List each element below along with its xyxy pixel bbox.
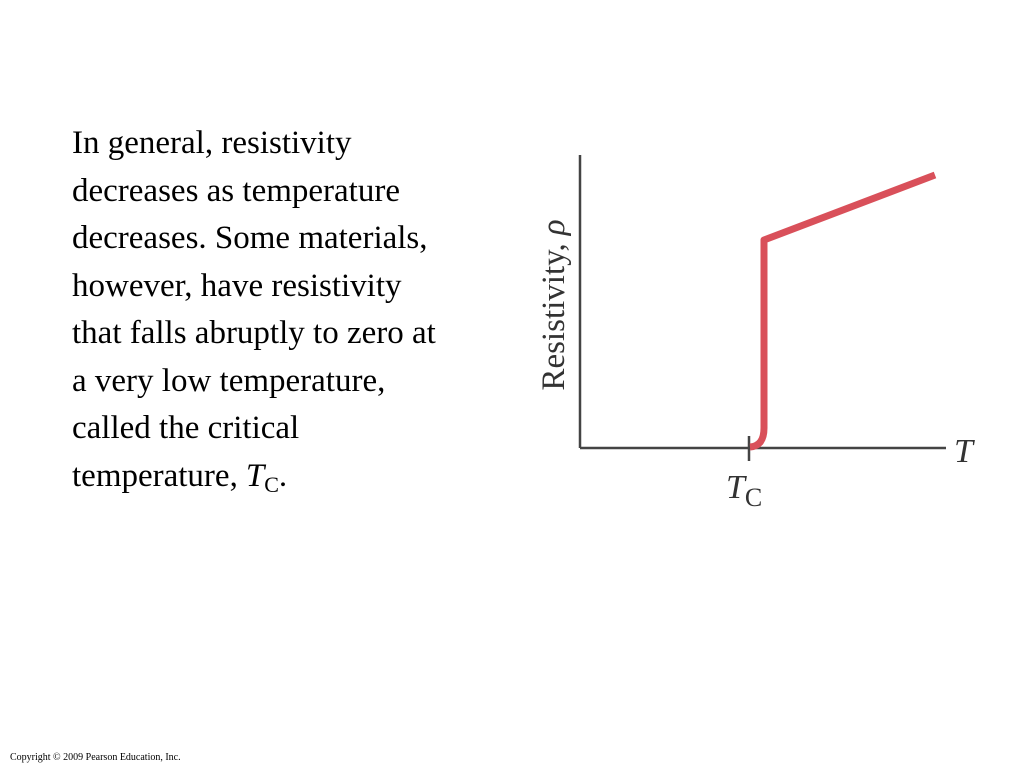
x-axis-label: T [954,433,975,470]
y-axis-label: Resistivity, ρ [536,219,572,390]
tick-label: TC [726,469,762,512]
subscript: C [264,471,279,497]
copyright: Copyright © 2009 Pearson Education, Inc. [10,752,181,763]
subscript: C [745,483,762,512]
text-line: decreases as temperature [72,172,400,209]
text-line: a very low temperature, [72,362,386,399]
text-line: decreases. Some materials, [72,220,428,256]
text-lines: In general, resistivity decreases as temp… [72,120,436,453]
text: . [278,457,288,494]
paragraph: In general, resistivity decreases as temp… [72,120,436,508]
text-line: that falls abruptly to zero at [72,315,436,351]
text-line: however, have resistivity [72,267,402,304]
text: temperature, [72,457,238,494]
label: Resistivity, [536,243,572,390]
symbol: T [726,469,747,506]
text-line: called the critical [72,410,300,446]
symbol: ρ [536,219,572,236]
symbol: T [245,457,265,494]
text-line: temperature, TC. [72,453,436,509]
resistivity-curve [749,171,937,451]
text-line: In general, resistivity [72,125,352,161]
